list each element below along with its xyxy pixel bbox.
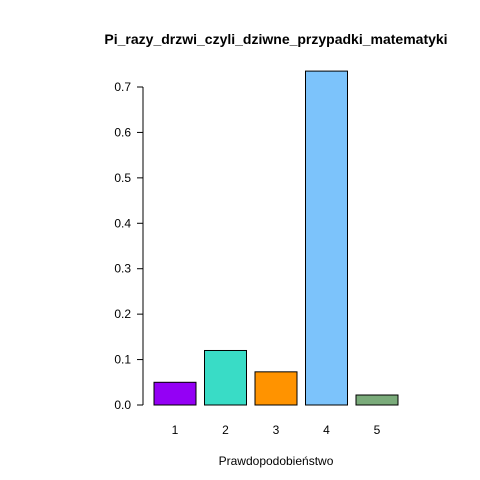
chart-title: Pi_razy_drzwi_czyli_dziwne_przypadki_mat… — [104, 31, 447, 47]
bar-5 — [355, 394, 399, 406]
bar-2 — [204, 349, 247, 406]
y-tick-label: 0.0 — [114, 398, 131, 412]
x-tick-label: 4 — [323, 423, 330, 437]
y-tick-label: 0.6 — [114, 125, 131, 139]
y-tick-label: 0.4 — [114, 216, 131, 230]
x-tick-label: 5 — [374, 423, 381, 437]
x-tick-labels: 1 2 3 4 5 — [172, 423, 381, 437]
x-tick-label: 2 — [222, 423, 229, 437]
bars — [153, 70, 399, 406]
x-tick-label: 3 — [273, 423, 280, 437]
bar-1 — [153, 381, 197, 406]
y-axis: 0.0 0.1 0.2 0.3 0.4 0.5 0.6 0.7 — [114, 80, 144, 412]
bar-3 — [254, 371, 298, 406]
y-tick-label: 0.1 — [114, 353, 131, 367]
y-tick-label: 0.7 — [114, 80, 131, 94]
x-tick-label: 1 — [172, 423, 179, 437]
bar-4 — [305, 70, 348, 406]
y-tick-label: 0.3 — [114, 262, 131, 276]
y-tick-label: 0.5 — [114, 171, 131, 185]
x-axis-label: Prawdopodobieństwo — [219, 454, 334, 468]
y-tick-label: 0.2 — [114, 307, 131, 321]
